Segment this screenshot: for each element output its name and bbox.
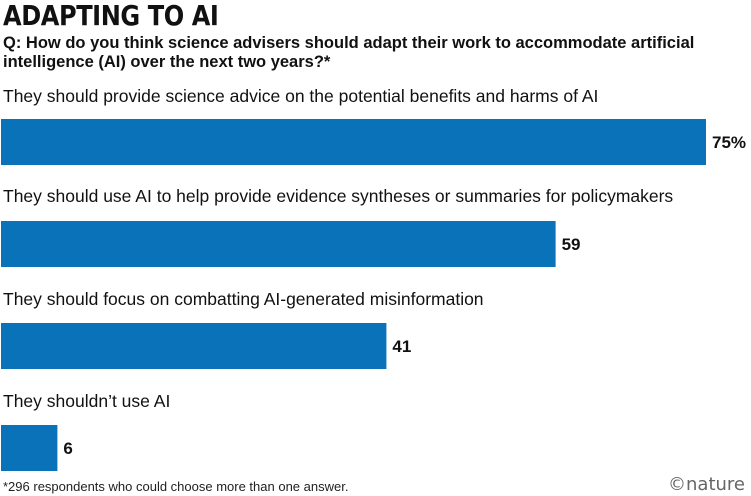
value-label: 59: [562, 235, 581, 254]
footnote: *296 respondents who could choose more t…: [3, 479, 349, 494]
chart-title: ADAPTING TO AI: [3, 0, 219, 32]
value-label: 75%: [712, 133, 746, 152]
bar: [1, 425, 58, 471]
category-label: They shouldn’t use AI: [3, 391, 170, 411]
value-label: 41: [392, 337, 411, 356]
bar: [1, 119, 706, 165]
bar: [1, 221, 556, 267]
nature-logo: ©nature: [668, 474, 745, 495]
bar: [1, 323, 387, 369]
category-label: They should use AI to help provide evide…: [3, 186, 673, 206]
chart-question: Q: How do you think science advisers sho…: [3, 34, 695, 71]
value-label: 6: [63, 439, 72, 458]
category-label: They should provide science advice on th…: [3, 86, 598, 106]
category-label: They should focus on combatting AI-gener…: [3, 289, 484, 309]
